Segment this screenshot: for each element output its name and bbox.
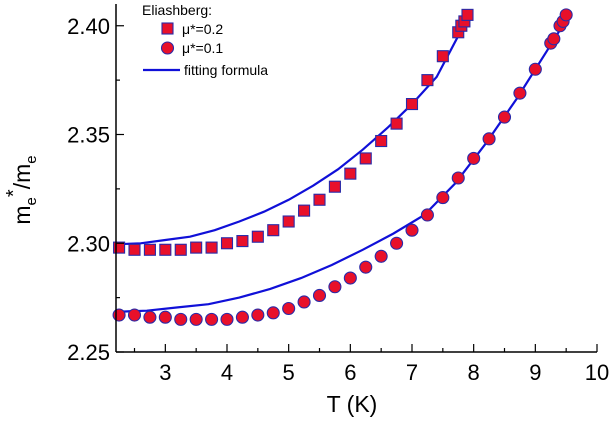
data-point-square: [129, 244, 140, 255]
y-axis-title: me*/me: [3, 155, 40, 224]
data-point-square: [206, 242, 217, 253]
data-point-circle: [452, 172, 464, 184]
data-point-square: [462, 9, 473, 20]
data-point-circle: [437, 192, 449, 204]
data-point-circle: [421, 209, 433, 221]
y-axis-title-sup: *: [3, 189, 25, 197]
data-point-circle: [221, 313, 233, 325]
y-tick-label: 2.35: [67, 123, 110, 148]
data-point-square: [422, 75, 433, 86]
data-point-circle: [375, 250, 387, 262]
data-point-circle: [406, 224, 418, 236]
data-point-circle: [391, 237, 403, 249]
y-axis-title-sub2: e: [23, 155, 40, 163]
y-axis-title-sub1: e: [23, 197, 40, 205]
data-point-circle: [159, 311, 171, 323]
x-tick-label: 5: [283, 360, 295, 385]
data-point-square: [160, 244, 171, 255]
data-point-circle: [499, 111, 511, 123]
plot-area: [113, 9, 572, 326]
x-tick-label: 7: [406, 360, 418, 385]
data-point-circle: [468, 152, 480, 164]
data-point-square: [252, 231, 263, 242]
data-point-square: [437, 51, 448, 62]
data-point-circle: [129, 309, 141, 321]
data-point-circle: [267, 307, 279, 319]
x-tick-label: 10: [585, 360, 609, 385]
data-point-circle: [252, 309, 264, 321]
legend-title: Eliashberg:: [142, 2, 212, 18]
data-point-square: [329, 181, 340, 192]
data-point-circle: [483, 133, 495, 145]
data-point-circle: [360, 261, 372, 273]
data-point-square: [299, 205, 310, 216]
data-point-circle: [283, 303, 295, 315]
x-tick-label: 9: [529, 360, 541, 385]
legend-marker-square: [162, 23, 173, 34]
data-point-circle: [190, 313, 202, 325]
data-point-circle: [298, 296, 310, 308]
data-point-square: [407, 99, 418, 110]
data-point-square: [237, 236, 248, 247]
data-point-square: [191, 242, 202, 253]
data-point-circle: [206, 313, 218, 325]
y-axis-title-main: m: [9, 205, 35, 224]
data-point-square: [345, 168, 356, 179]
data-point-square: [268, 225, 279, 236]
data-point-circle: [514, 87, 526, 99]
data-point-circle: [144, 311, 156, 323]
x-axis-title: T (K): [327, 391, 378, 417]
fit-line-3: [116, 15, 569, 312]
legend: Eliashberg: μ*=0.2 μ*=0.1 fitting formul…: [142, 2, 268, 78]
data-point-circle: [236, 311, 248, 323]
x-tick-label: 6: [344, 360, 356, 385]
data-point-square: [360, 153, 371, 164]
data-point-square: [144, 244, 155, 255]
data-point-circle: [529, 63, 541, 75]
y-tick-label: 2.30: [67, 231, 110, 256]
data-point-circle: [560, 9, 572, 21]
y-tick-label: 2.40: [67, 14, 110, 39]
data-point-square: [175, 244, 186, 255]
data-point-circle: [314, 289, 326, 301]
data-point-square: [283, 216, 294, 227]
y-axis-title-slash: /m: [9, 164, 35, 190]
data-point-square: [376, 136, 387, 147]
y-tick-label: 2.25: [67, 340, 110, 365]
data-point-circle: [329, 281, 341, 293]
legend-entry-mu-0.1: μ*=0.1: [182, 40, 223, 56]
data-point-square: [222, 238, 233, 249]
x-tick-label: 4: [221, 360, 233, 385]
data-point-square: [391, 118, 402, 129]
data-point-circle: [344, 272, 356, 284]
legend-entry-mu-0.2: μ*=0.2: [182, 21, 223, 37]
legend-entry-fit: fitting formula: [184, 62, 268, 78]
legend-marker-circle: [162, 42, 174, 54]
data-point-circle: [113, 309, 125, 321]
data-point-circle: [175, 313, 187, 325]
data-point-square: [314, 194, 325, 205]
x-tick-label: 3: [159, 360, 171, 385]
data-point-circle: [548, 33, 560, 45]
x-tick-label: 8: [468, 360, 480, 385]
axes: [116, 4, 597, 352]
